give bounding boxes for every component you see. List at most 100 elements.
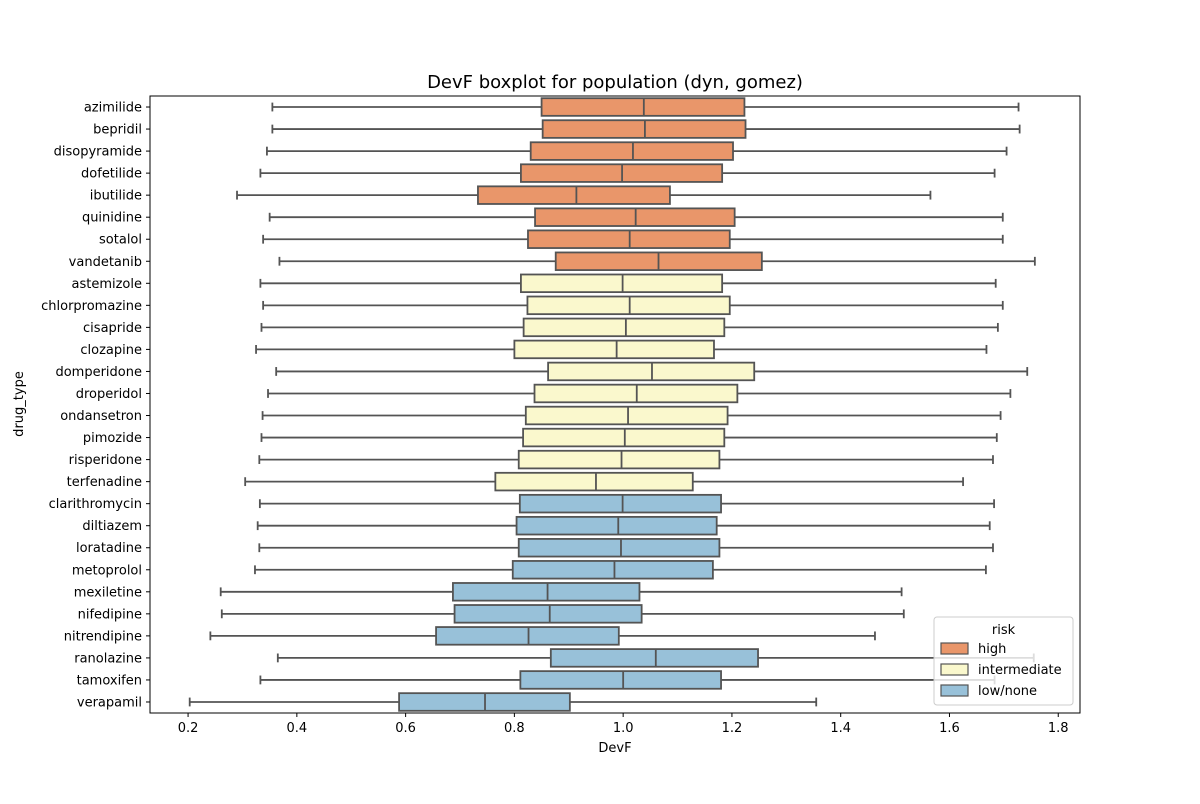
box-iqr: [518, 493, 722, 514]
box-dofetilide: [259, 163, 996, 183]
box-iqr: [517, 449, 721, 470]
box-iqr: [524, 405, 729, 426]
y-tick-label: nitrendipine: [64, 629, 142, 644]
legend-swatch-low-none: [940, 684, 969, 697]
x-tick-label: 0.2: [178, 721, 199, 736]
legend-label: high: [978, 642, 1006, 657]
y-tick-label: chlorpromazine: [41, 299, 142, 314]
y-tick-label: ondansetron: [60, 409, 142, 424]
y-tick-label: sotalol: [99, 233, 142, 248]
chart-title: DevF boxplot for population (dyn, gomez): [427, 72, 803, 93]
y-tick-label: nifedipine: [78, 607, 142, 622]
legend-label: low/none: [978, 684, 1037, 699]
y-tick-label: clozapine: [80, 343, 142, 358]
box-mexiletine: [219, 582, 903, 602]
legend-box: [933, 616, 1074, 706]
box-azimilide: [271, 97, 1020, 117]
box-iqr: [517, 538, 721, 558]
box-iqr: [452, 582, 641, 602]
box-sotalol: [262, 229, 1004, 249]
y-tick-label: risperidone: [69, 453, 142, 468]
x-tick-label: 1.0: [613, 721, 634, 736]
box-iqr: [515, 515, 718, 536]
box-ibutilide: [236, 185, 932, 205]
x-tick-label: 0.6: [395, 721, 416, 736]
x-tick-label: 1.8: [1048, 721, 1069, 736]
y-tick-label: verapamil: [77, 695, 142, 710]
box-loratadine: [258, 538, 994, 558]
legend: risk high intermediate low/none: [933, 616, 1074, 706]
y-tick-label: disopyramide: [54, 145, 142, 160]
y-tick-label: clarithromycin: [49, 497, 142, 512]
plot-frame: [149, 95, 1081, 714]
x-tick-label: 1.4: [830, 721, 851, 736]
y-tick-label: loratadine: [76, 541, 142, 556]
y-tick-label: astemizole: [72, 277, 143, 292]
y-tick-label: ibutilide: [90, 189, 142, 204]
y-tick-label: ranolazine: [74, 651, 142, 666]
box-vandetanib: [278, 251, 1036, 271]
box-droperidol: [267, 383, 1012, 404]
legend-label: intermediate: [978, 663, 1062, 678]
box-astemizole: [259, 273, 997, 294]
y-tick-label: quinidine: [82, 211, 142, 226]
y-tick-label: azimilide: [84, 101, 142, 116]
legend-swatch-intermediate: [940, 663, 969, 676]
box-risperidone: [258, 449, 994, 470]
box-chlorpromazine: [262, 295, 1004, 316]
box-bepridil: [271, 119, 1021, 139]
box-iqr: [522, 427, 726, 448]
box-iqr: [494, 471, 694, 492]
box-iqr: [549, 648, 759, 668]
box-metoprolol: [254, 560, 987, 580]
box-nitrendipine: [209, 626, 876, 646]
y-tick-label: cisapride: [83, 321, 142, 336]
y-tick-label: domperidone: [55, 365, 142, 380]
box-iqr: [522, 317, 726, 338]
x-axis-label: DevF: [598, 741, 631, 756]
y-tick-label: mexiletine: [74, 585, 142, 600]
box-quinidine: [268, 207, 1004, 227]
box-nifedipine: [220, 604, 905, 624]
box-tamoxifen: [259, 670, 996, 690]
y-tick-label: pimozide: [83, 431, 142, 446]
box-iqr: [513, 339, 715, 360]
legend-swatch-high: [940, 642, 969, 655]
y-tick-label: dofetilide: [81, 167, 142, 182]
box-iqr: [529, 141, 734, 161]
y-tick-label: terfenadine: [67, 475, 142, 490]
x-tick-label: 0.4: [286, 721, 307, 736]
box-terfenadine: [244, 471, 964, 492]
box-clarithromycin: [258, 493, 995, 514]
y-tick-label: bepridil: [93, 123, 142, 138]
y-tick-label: vandetanib: [69, 255, 142, 270]
x-tick-label: 0.8: [504, 721, 525, 736]
box-domperidone: [275, 361, 1029, 382]
axes: azimilide bepridil disopyramide dofetilide i…: [41, 95, 1081, 736]
box-pimozide: [260, 427, 998, 448]
box-disopyramide: [266, 141, 1008, 161]
box-clozapine: [255, 339, 988, 360]
plot-area: [188, 97, 1036, 712]
y-tick-label: tamoxifen: [77, 673, 142, 688]
box-diltiazem: [256, 515, 991, 536]
x-tick-label: 1.6: [939, 721, 960, 736]
y-tick-label: diltiazem: [82, 519, 142, 534]
box-verapamil: [188, 692, 818, 712]
y-tick-label: droperidol: [76, 387, 142, 402]
y-tick-label: metoprolol: [72, 563, 142, 578]
box-cisapride: [260, 317, 999, 338]
box-ranolazine: [276, 648, 1035, 668]
box-iqr: [526, 295, 731, 316]
box-iqr: [520, 273, 724, 294]
box-iqr: [453, 604, 643, 624]
box-iqr: [435, 626, 620, 646]
box-iqr: [519, 670, 722, 690]
box-ondansetron: [261, 405, 1002, 426]
y-axis-label: drug_type: [12, 371, 27, 437]
box-iqr: [477, 185, 671, 205]
x-tick-label: 1.2: [722, 721, 743, 736]
legend-title: risk: [992, 623, 1016, 638]
